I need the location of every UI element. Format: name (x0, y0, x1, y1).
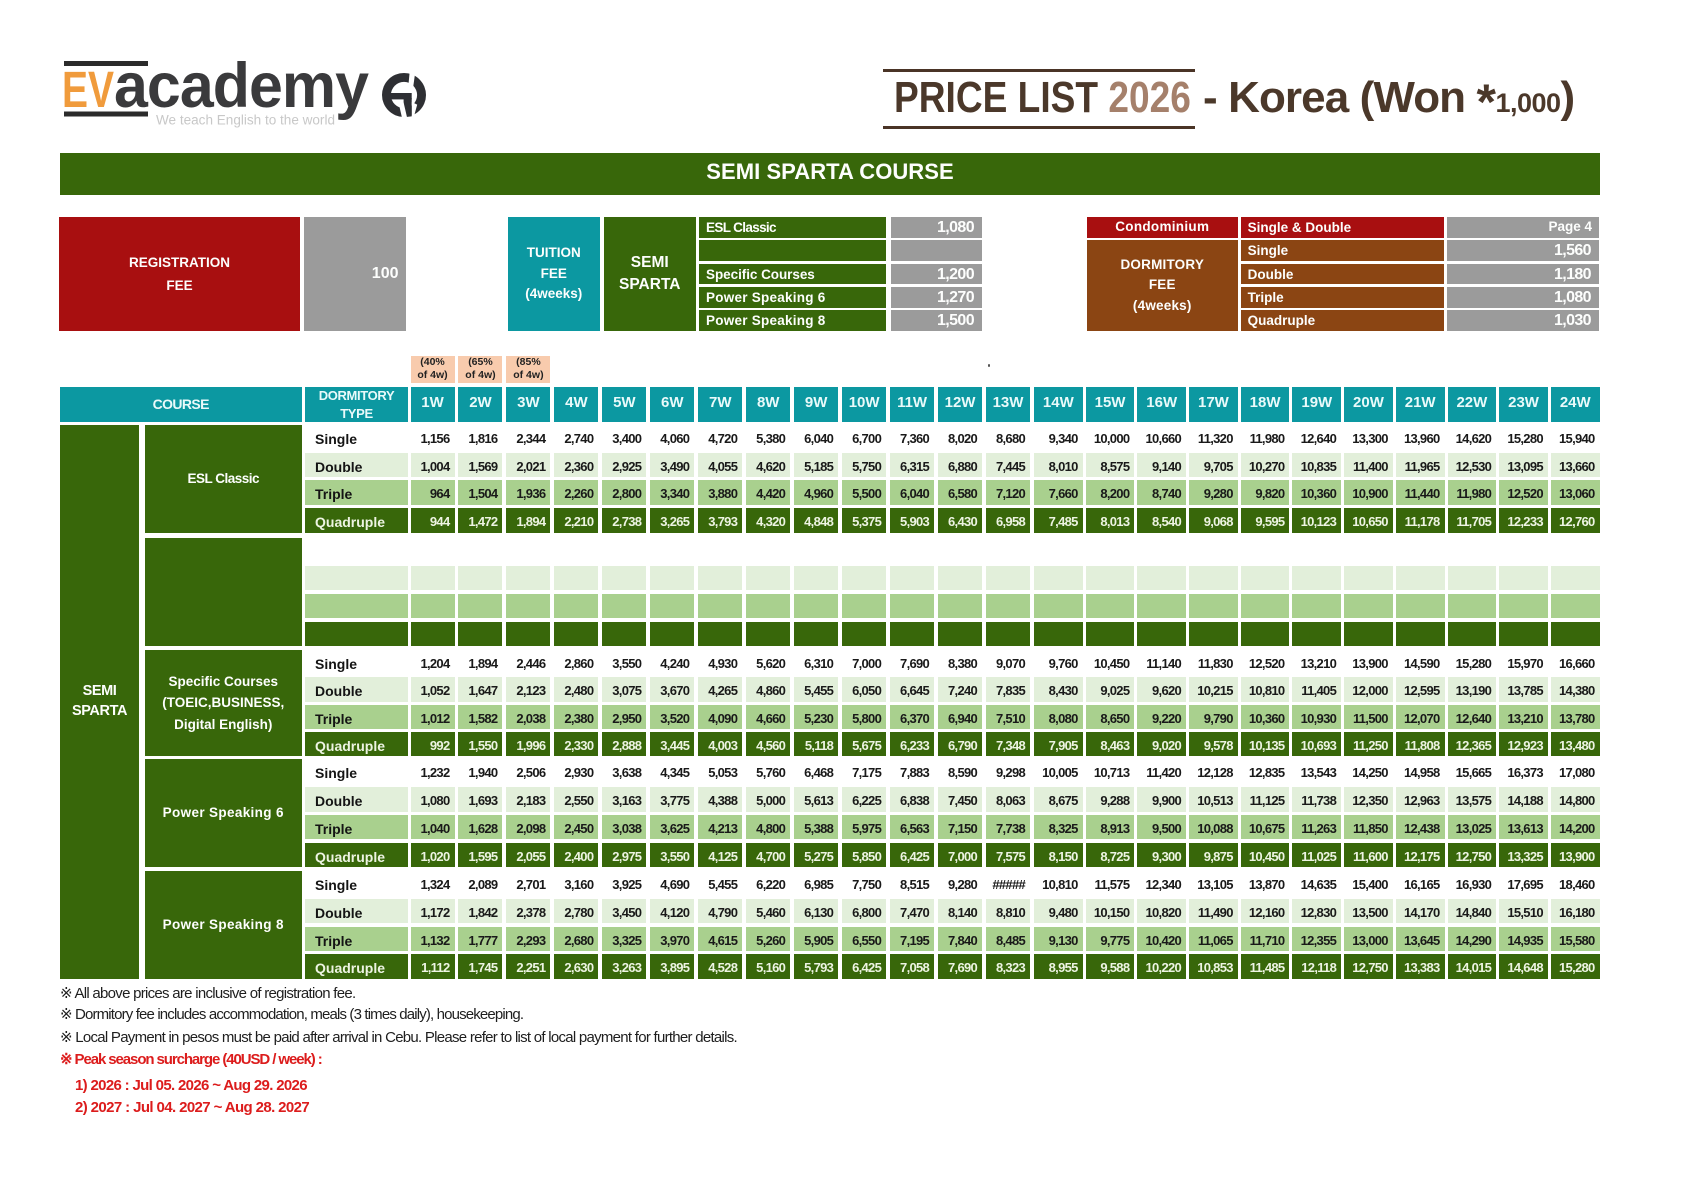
svg-text:academy: academy (114, 55, 369, 121)
svg-text:We teach English to the world: We teach English to the world (156, 113, 335, 128)
svg-text:EV: EV (62, 61, 114, 118)
